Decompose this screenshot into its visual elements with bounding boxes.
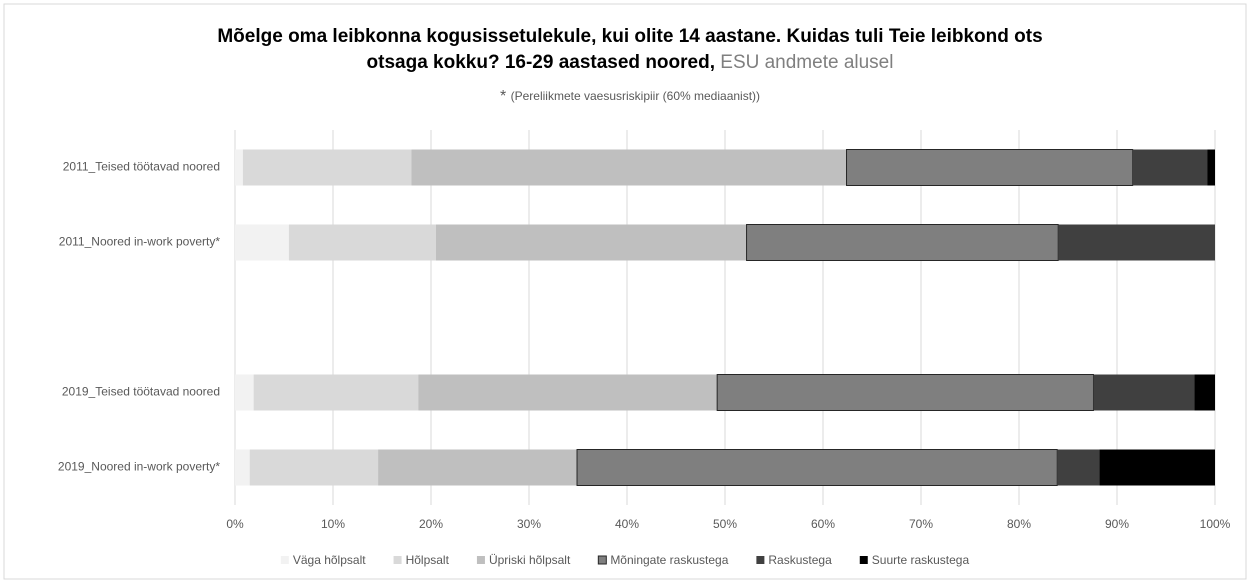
title-line: Mõelge oma leibkonna kogusissetulekule, … — [217, 26, 1042, 47]
bar-segment — [576, 449, 1058, 486]
bar-segment — [411, 149, 847, 186]
bar-segment — [1132, 149, 1208, 186]
y-tick-label: 2019_Teised töötavad noored — [62, 385, 220, 399]
legend-swatch — [280, 556, 289, 564]
legend-label: Üpriski hõlpsalt — [489, 553, 571, 567]
x-tick-label: 80% — [1007, 517, 1031, 531]
y-tick-label: 2011_Teised töötavad noored — [63, 160, 220, 174]
title-note: ESU andmete alusel — [720, 52, 893, 73]
legend-label: Hõlpsalt — [406, 553, 450, 567]
chart-title: otsaga kokku? 16-29 aastased noored, ESU… — [367, 52, 894, 73]
bar-segment — [253, 374, 419, 411]
legend-label: Mõningate raskustega — [610, 553, 728, 567]
chart-title: Mõelge oma leibkonna kogusissetulekule, … — [217, 26, 1042, 47]
legend-label: Suurte raskustega — [872, 553, 970, 567]
title-line: otsaga kokku? 16-29 aastased noored, — [367, 52, 715, 73]
bar-segment — [1058, 224, 1215, 261]
x-tick-label: 70% — [909, 517, 933, 531]
bar-segment — [242, 149, 412, 186]
bar-segment — [1194, 374, 1215, 411]
x-tick-label: 40% — [615, 517, 639, 531]
chart-subtitle: * (Pereliikmete vaesusriskipiir (60% med… — [500, 88, 760, 105]
x-tick-label: 10% — [321, 517, 345, 531]
x-tick-label: 20% — [419, 517, 443, 531]
bar-segment — [1093, 374, 1195, 411]
bar-segment — [235, 224, 289, 261]
bar-segment — [1099, 449, 1215, 486]
bar-segment — [288, 224, 436, 261]
legend-swatch — [597, 555, 607, 565]
legend: Väga hõlpsalt Hõlpsalt Üpriski hõlpsalt Mõn… — [280, 553, 970, 567]
x-tick-label: 60% — [811, 517, 835, 531]
legend-swatch — [859, 556, 868, 564]
y-tick-label: 2019_Noored in-work poverty* — [58, 460, 220, 474]
legend-swatch — [393, 556, 402, 564]
bar-segment — [235, 149, 243, 186]
legend-swatch — [476, 556, 485, 564]
bar-segment — [1207, 149, 1215, 186]
bar-segment — [716, 374, 1094, 411]
subtitle-text: (Pereliikmete vaesusriskipiir (60% media… — [511, 89, 760, 103]
bar-segment — [846, 149, 1134, 186]
bar-segment — [249, 449, 379, 486]
legend-swatch — [756, 556, 765, 564]
bar-segment — [435, 224, 747, 261]
bar-segment — [1057, 449, 1100, 486]
x-tick-label: 0% — [226, 517, 244, 531]
bar-segment — [235, 374, 254, 411]
x-tick-label: 50% — [713, 517, 737, 531]
subtitle-mark: * — [500, 88, 506, 105]
bar-segment — [418, 374, 718, 411]
y-tick-label: 2011_Noored in-work poverty* — [59, 235, 221, 249]
legend-label: Väga hõlpsalt — [293, 553, 366, 567]
x-tick-label: 30% — [517, 517, 541, 531]
bar-segment — [378, 449, 578, 486]
x-tick-label: 90% — [1105, 517, 1129, 531]
bar-segment — [235, 449, 250, 486]
legend-label: Raskustega — [768, 553, 832, 567]
x-tick-label: 100% — [1200, 517, 1231, 531]
bar-segment — [746, 224, 1059, 261]
